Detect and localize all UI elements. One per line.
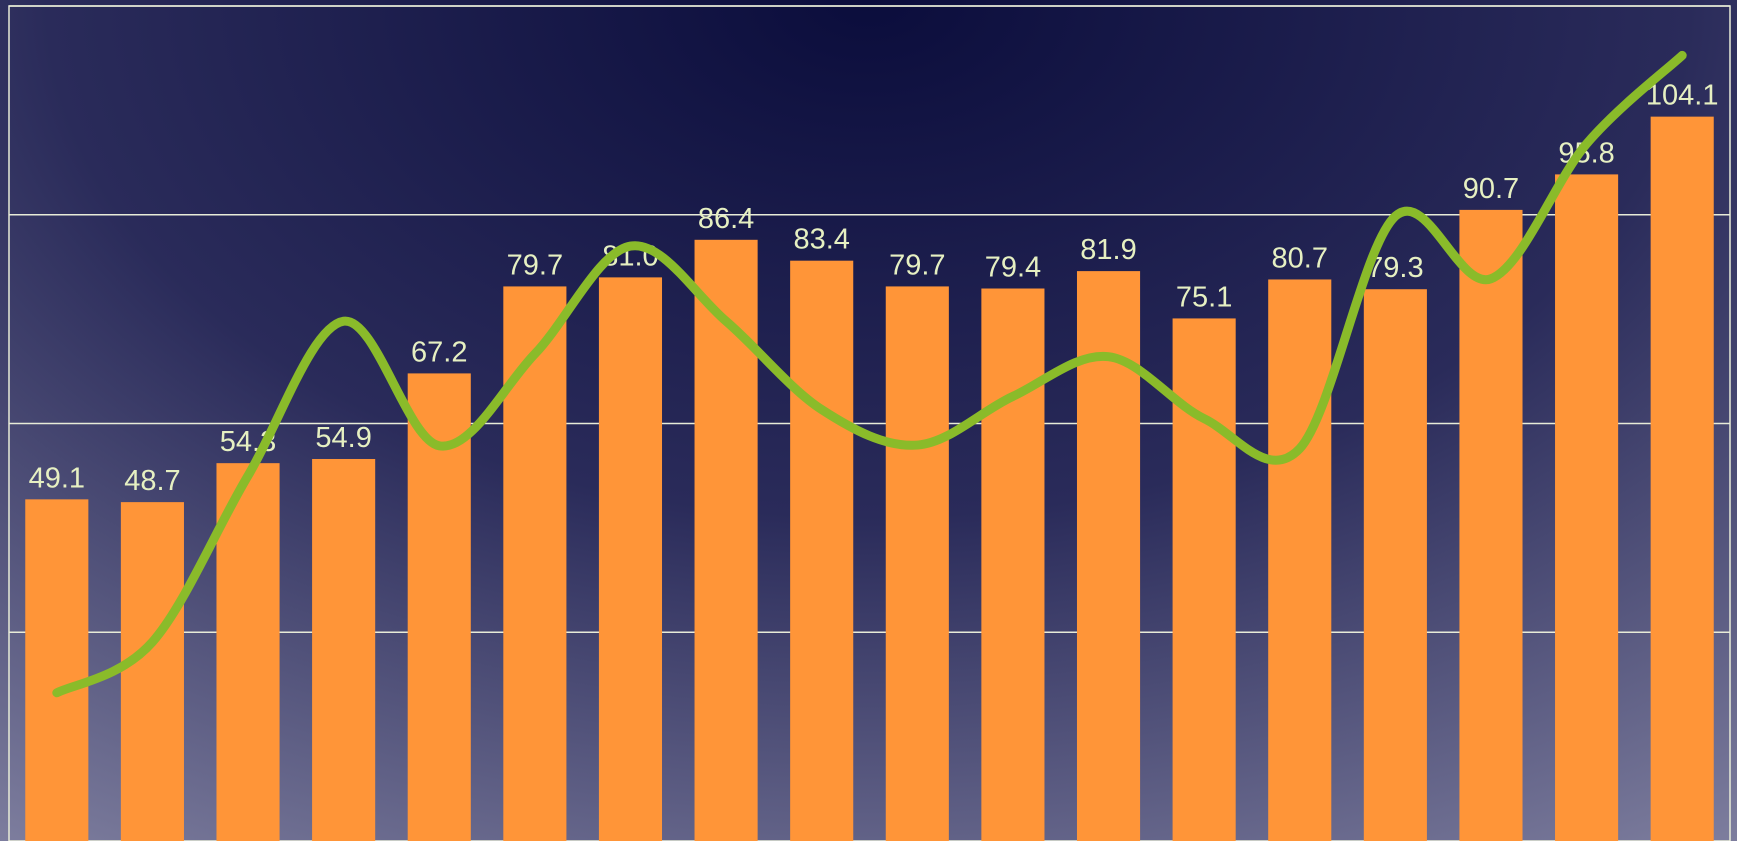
bar: [1268, 279, 1332, 841]
bar: [216, 463, 280, 841]
data-label: 49.1: [29, 462, 85, 494]
data-label: 81.9: [1080, 234, 1136, 266]
bar: [1650, 116, 1714, 841]
data-label: 79.4: [985, 252, 1041, 284]
bar: [1363, 289, 1427, 841]
bar: [790, 260, 854, 841]
line: [52, 50, 1687, 698]
bar: [981, 288, 1045, 841]
data-label: 79.7: [889, 249, 945, 281]
data-label: 67.2: [411, 336, 467, 368]
bar: [1555, 174, 1619, 841]
bar: [1172, 318, 1236, 841]
bar: [885, 286, 949, 841]
bar: [312, 458, 376, 841]
bar: [407, 373, 471, 841]
bar: [694, 239, 758, 841]
data-label: 90.7: [1463, 173, 1519, 205]
data-label: 104.1: [1646, 80, 1719, 112]
data-label: 79.7: [507, 249, 563, 281]
bar: [1459, 209, 1523, 841]
bar: [598, 277, 663, 841]
bar: [503, 286, 567, 841]
bar: [25, 499, 89, 841]
data-label: 83.4: [793, 224, 849, 256]
data-label: 75.1: [1176, 281, 1232, 313]
data-label: 54.9: [315, 422, 371, 454]
data-label: 48.7: [124, 465, 180, 497]
bar: [120, 502, 184, 841]
data-label: 86.4: [698, 203, 754, 235]
data-label: 80.7: [1272, 242, 1328, 274]
